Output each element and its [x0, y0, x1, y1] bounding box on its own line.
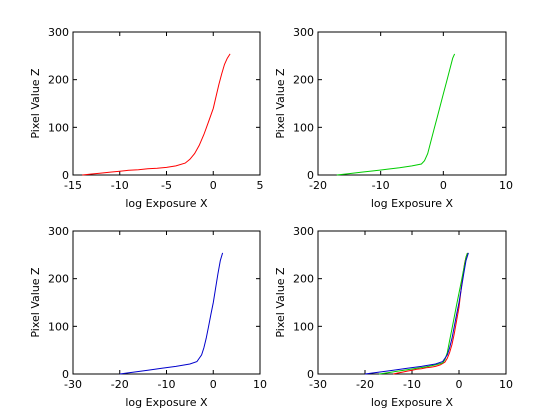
y-tick-label: 200	[48, 273, 69, 286]
y-tick-label: 0	[62, 169, 69, 182]
y-axis-label: Pixel Value Z	[274, 68, 287, 139]
series-line-3	[364, 252, 469, 375]
y-tick-label: 100	[48, 320, 69, 333]
plot-area	[72, 230, 261, 375]
x-tick-label: 10	[499, 179, 513, 192]
plot-area	[72, 31, 261, 176]
series-line-1	[119, 252, 224, 375]
y-tick-label: 100	[293, 121, 314, 134]
x-tick-label: 10	[253, 378, 267, 391]
series-line-1	[336, 53, 456, 176]
x-tick-label: -30	[64, 378, 82, 391]
plot-area	[317, 230, 507, 375]
y-tick-label: 300	[293, 26, 314, 39]
x-tick-label: -10	[372, 179, 390, 192]
x-tick-label: 0	[210, 179, 217, 192]
x-tick-label: 10	[499, 378, 513, 391]
plot-area	[317, 31, 507, 176]
y-tick-label: 0	[62, 368, 69, 381]
x-tick-label: -15	[64, 179, 82, 192]
x-tick-label: -20	[356, 378, 374, 391]
y-tick-label: 0	[307, 169, 314, 182]
x-axis-label: log Exposure X	[371, 197, 454, 210]
y-axis-label: Pixel Value Z	[29, 267, 42, 338]
x-tick-label: -5	[161, 179, 172, 192]
y-tick-label: 300	[293, 225, 314, 238]
series-line-1	[82, 53, 231, 176]
x-axis-label: log Exposure X	[125, 197, 208, 210]
x-tick-label: 0	[210, 378, 217, 391]
y-tick-label: 100	[48, 121, 69, 134]
x-tick-label: -20	[309, 179, 327, 192]
x-tick-label: -30	[309, 378, 327, 391]
x-tick-label: -10	[158, 378, 176, 391]
y-tick-label: 200	[293, 74, 314, 87]
y-tick-label: 300	[48, 225, 69, 238]
series-line-2	[379, 252, 468, 375]
y-tick-label: 200	[48, 74, 69, 87]
y-tick-label: 300	[48, 26, 69, 39]
y-axis-label: Pixel Value Z	[274, 267, 287, 338]
x-tick-label: -10	[403, 378, 421, 391]
y-tick-label: 200	[293, 273, 314, 286]
x-axis-label: log Exposure X	[125, 396, 208, 409]
y-tick-label: 100	[293, 320, 314, 333]
x-tick-label: -10	[111, 179, 129, 192]
x-tick-label: 5	[257, 179, 264, 192]
x-axis-label: log Exposure X	[371, 396, 454, 409]
x-tick-label: 0	[440, 179, 447, 192]
x-tick-label: -20	[111, 378, 129, 391]
y-tick-label: 0	[307, 368, 314, 381]
x-tick-label: 0	[456, 378, 463, 391]
y-axis-label: Pixel Value Z	[29, 68, 42, 139]
